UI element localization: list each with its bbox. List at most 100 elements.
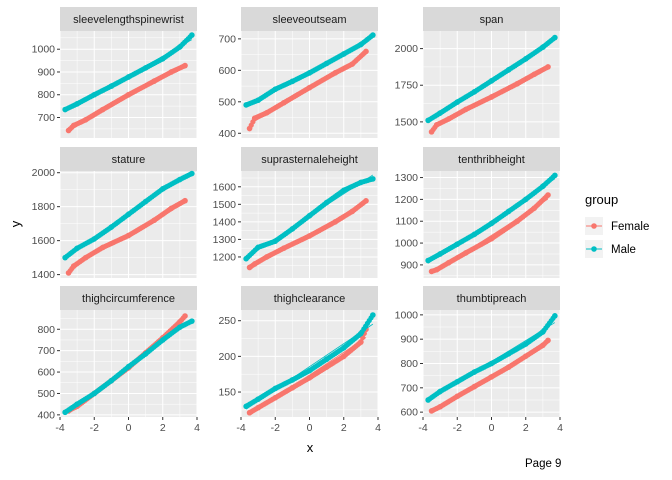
data-point [522,353,529,360]
x-tick-label: 0 [307,422,313,434]
facet-title: tenthribheight [458,154,525,166]
data-point [514,218,520,225]
data-point [425,117,431,124]
y-tick-label: 1600 [32,235,56,247]
data-point [281,99,287,106]
data-point [255,396,261,402]
series-male [425,172,558,264]
data-point [531,71,538,78]
data-point [306,84,313,91]
x-tick-label: -4 [236,422,245,434]
y-tick-label: 1400 [213,216,237,228]
data-point [243,102,249,108]
data-point [505,208,512,215]
y-tick-label: 600 [218,65,236,77]
data-point [251,261,258,267]
data-point [332,219,338,225]
y-tick-label: 600 [37,367,55,379]
y-tick-label: 900 [37,66,55,78]
data-point [82,116,89,123]
data-point [552,172,558,179]
data-point [433,266,440,273]
y-tick-label: 1200 [395,194,419,206]
x-axis-title: x [307,440,314,455]
y-tick-label: 1500 [395,116,419,128]
series-female [65,62,188,134]
data-point [62,106,68,113]
y-tick-label: 1750 [395,80,419,92]
data-point [514,80,520,87]
x-tick-label: 4 [375,422,381,434]
data-point [189,32,195,38]
data-point [168,205,175,212]
data-point [428,129,435,135]
x-tick-label: 2 [523,422,529,434]
data-point [437,403,443,410]
x-tick-label: -4 [418,422,427,434]
data-point [255,404,261,411]
data-point [370,176,376,182]
x-tick-label: 2 [341,422,347,434]
data-point [370,312,376,318]
data-point [255,244,261,251]
data-point [281,245,287,251]
data-point [177,318,183,325]
y-tick-label: 1300 [395,172,419,184]
facet-title: suprasternaleheight [261,154,358,166]
data-point [255,97,261,104]
y-tick-label: 500 [218,96,236,108]
y-tick-label: 1000 [395,309,419,321]
data-point [159,186,166,192]
data-point [82,254,89,261]
data-point [70,263,77,269]
y-tick-label: 400 [37,409,55,421]
page-label: Page 9 [525,458,562,470]
data-point [251,115,258,121]
data-point [471,89,478,95]
series-female [246,198,369,271]
y-tick-label: 200 [218,351,236,363]
facet-strip [241,7,378,31]
series-male [62,32,195,113]
series-male [425,313,558,403]
y-tick-label: 1800 [32,201,56,213]
data-point [363,48,369,55]
data-point [306,367,313,374]
data-point [246,264,253,271]
data-point [62,409,68,416]
legend-title: group [585,192,618,207]
data-point [522,341,529,347]
data-point [306,212,313,219]
legend-item-female: Female [585,217,649,235]
data-point [159,55,166,62]
data-point [289,377,296,383]
y-axis-title: y [8,220,23,227]
series-female [246,48,369,132]
data-point [454,393,461,400]
data-point [243,403,249,410]
y-tick-label: 1400 [32,269,56,281]
facet-title: thighclearance [274,293,346,305]
x-tick-label: 2 [160,422,166,434]
data-point [125,211,132,218]
series-female [428,64,551,135]
data-point [108,377,115,384]
data-point [151,78,157,84]
data-point [62,254,68,261]
y-tick-label: 900 [400,334,418,346]
series-female [246,326,369,416]
facet-strip [241,286,378,310]
legend-label: Male [611,244,636,256]
y-tick-label: 1600 [213,181,237,193]
legend-key-point [591,246,597,252]
data-point [340,187,347,194]
data-point [246,125,253,132]
y-tick-label: 700 [37,112,55,124]
data-point [182,62,188,69]
data-point [358,339,364,345]
data-point [142,351,149,357]
data-point [125,232,132,239]
y-tick-label: 1100 [395,216,418,228]
series-male [62,170,195,261]
y-tick-label: 500 [37,388,55,400]
